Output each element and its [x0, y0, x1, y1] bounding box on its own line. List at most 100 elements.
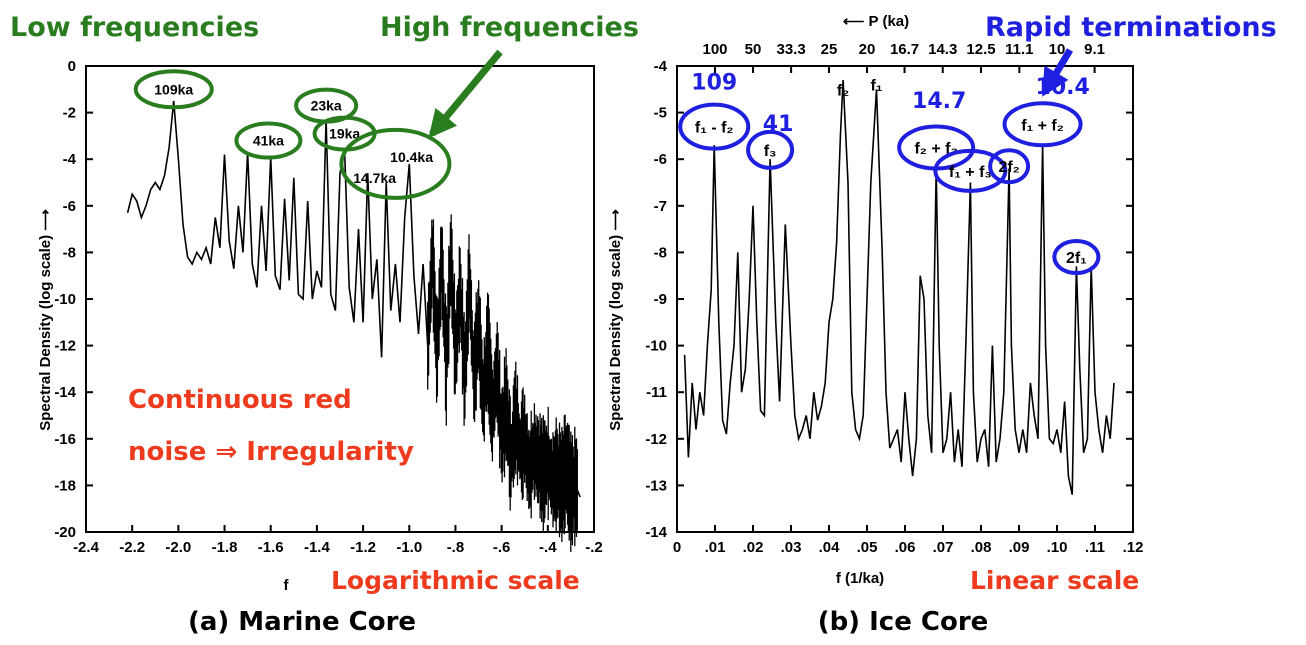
top-tick-label: 12.5	[966, 41, 995, 58]
frequency-label: f₁ + f₂	[1021, 117, 1064, 134]
x-tick-label: -1.6	[258, 539, 284, 556]
x-tick-label: -.6	[493, 539, 511, 556]
top-tick-label: 14.3	[928, 41, 957, 58]
x-tick-label: 0	[673, 539, 681, 556]
continuous-red-line1: Continuous red	[128, 385, 352, 415]
y-tick-label: -14	[645, 524, 667, 541]
frequency-label: f₂ + f₃	[914, 141, 957, 158]
y-tick-label: -10	[54, 291, 76, 308]
frequency-highlight-ellipse	[988, 148, 1031, 185]
y-tick-label: -6	[654, 151, 667, 168]
y-tick-label: -16	[54, 431, 76, 448]
y-tick-label: -11	[646, 384, 667, 401]
x-tick-label: .11	[1085, 539, 1105, 556]
continuous-red-line2: noise ⇒ Irregularity	[128, 437, 414, 467]
x-tick-label: .09	[1009, 539, 1030, 556]
frequency-highlight-ellipse	[1052, 239, 1101, 276]
chart-b-top-ticks: 100 50 33.3 25 20 16.7 14.3 12.5 11.1 10 9.1	[702, 41, 1105, 73]
caption-b: (b) Ice Core	[818, 607, 989, 637]
chart-b-y-ticks: -4 -5 -6 -7 -8 -9 -10 -11 -12 -13 -14	[645, 58, 1133, 541]
x-tick-label: -2.4	[73, 539, 100, 556]
chart-b: -4 -5 -6 -7 -8 -9 -10 -11 -12 -13 -14 0 .01 .02 .03 .0…	[607, 13, 1143, 587]
chart-b-x-axis-label: f (1/ka)	[836, 570, 884, 587]
chart-a-noise-band	[427, 214, 578, 552]
frequency-label: f₃	[764, 143, 777, 160]
x-tick-label: -.4	[539, 539, 557, 556]
x-tick-label: -2.0	[165, 539, 191, 556]
peak-highlight-ellipse	[133, 69, 214, 110]
y-tick-label: -4	[63, 151, 77, 168]
chart-b-x-ticks: 0 .01 .02 .03 .04 .05 .06 .07 .08 .09 .10 .11 .12	[673, 525, 1144, 556]
y-tick-label: -13	[645, 477, 667, 494]
x-tick-label: .08	[971, 539, 992, 556]
y-tick-label: -8	[63, 244, 76, 261]
top-tick-label: 33.3	[777, 41, 806, 58]
y-tick-label: -10	[645, 338, 667, 355]
chart-b-spectrum-line	[683, 79, 1115, 495]
y-tick-label: 0	[68, 58, 76, 75]
peak-label: 14.7ka	[353, 170, 396, 186]
peak-highlight-ellipse	[339, 127, 452, 200]
y-tick-label: -8	[654, 244, 667, 261]
caption-a: (a) Marine Core	[188, 607, 416, 637]
x-tick-label: .06	[895, 539, 916, 556]
frequency-label: 2f₂	[998, 159, 1019, 176]
top-tick-label: 50	[745, 41, 762, 58]
x-tick-label: -.2	[585, 539, 603, 556]
top-tick-label: 16.7	[890, 41, 919, 58]
x-tick-label: -1.0	[396, 539, 422, 556]
peak-label: 41ka	[253, 133, 284, 149]
period-number: 109	[691, 70, 737, 95]
frequency-label: f₁ + f₃	[949, 164, 992, 181]
top-tick-label: 100	[702, 41, 727, 58]
chart-b-y-axis-label: Spectral Density (log scale) ⟶	[607, 209, 624, 431]
rapid-terminations-label: Rapid terminations	[985, 12, 1277, 43]
x-tick-label: .03	[781, 539, 802, 556]
y-tick-label: -20	[54, 524, 76, 541]
period-number: 41	[763, 112, 794, 137]
y-tick-label: -7	[654, 198, 667, 215]
chart-a: 0 -2 -4 -6 -8 -10 -12 -14 -16 -18 -20 -2.4 -2.2 -2.0…	[37, 58, 603, 594]
y-tick-label: -18	[54, 477, 76, 494]
x-tick-label: -.8	[447, 539, 465, 556]
frequency-label: f₁	[871, 78, 883, 95]
high-frequencies-arrow	[428, 49, 503, 139]
peak-label: 10.4ka	[390, 149, 433, 165]
y-tick-label: -6	[63, 198, 76, 215]
top-tick-label: 9.1	[1084, 41, 1105, 58]
chart-b-top-axis-label: ⟵ P (ka)	[843, 13, 909, 30]
chart-b-peak-labels: f₁ - f₂ f₃ f₂ f₁ f₂ + f₃ f₁ + f₃ 2f₂ f₁ + f₂ 2f₁	[678, 78, 1101, 276]
rapid-terminations-arrow	[1041, 48, 1074, 97]
frequency-label: 2f₁	[1066, 250, 1087, 267]
noise-strokes	[427, 214, 578, 552]
chart-a-y-axis-label: Spectral Density (log scale) ⟶	[37, 209, 54, 431]
y-tick-label: -5	[654, 105, 667, 122]
frequency-highlight-ellipse	[933, 148, 1008, 193]
x-tick-label: -1.2	[350, 539, 376, 556]
top-tick-label: 25	[821, 41, 838, 58]
x-tick-label: .01	[705, 539, 726, 556]
x-tick-label: .12	[1123, 539, 1144, 556]
chart-a-x-axis-label: f	[284, 577, 290, 594]
period-number: 14.7	[912, 89, 966, 114]
x-tick-label: .07	[933, 539, 954, 556]
top-tick-label: 11.1	[1005, 41, 1033, 58]
x-tick-label: -2.2	[119, 539, 145, 556]
linear-scale-label: Linear scale	[970, 566, 1139, 595]
peak-label: 23ka	[311, 98, 342, 114]
peak-label: 109ka	[154, 81, 193, 97]
top-tick-label: 10	[1049, 41, 1066, 58]
y-tick-label: -12	[54, 338, 76, 355]
logarithmic-scale-label: Logarithmic scale	[331, 566, 580, 595]
chart-a-x-ticks: -2.4 -2.2 -2.0 -1.8 -1.6 -1.4 -1.2 -1.0 -.8 -.6 -.…	[73, 525, 603, 556]
peak-highlight-ellipse	[234, 121, 303, 160]
chart-a-peak-labels: 109ka 41ka 23ka 19ka 14.7ka 10.4ka	[133, 69, 452, 200]
high-frequencies-label: High frequencies	[380, 12, 639, 43]
peak-label: 19ka	[329, 126, 360, 142]
low-frequencies-label: Low frequencies	[10, 12, 259, 43]
x-tick-label: .04	[819, 539, 841, 556]
y-tick-label: -9	[654, 291, 667, 308]
x-tick-label: .02	[743, 539, 764, 556]
